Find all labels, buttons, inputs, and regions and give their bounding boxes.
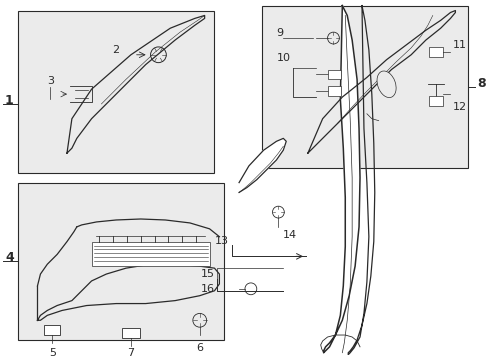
Text: 7: 7	[127, 348, 134, 358]
Text: 9: 9	[276, 28, 283, 38]
Bar	[91, 242, 209, 266]
Text: 3: 3	[47, 76, 54, 86]
Text: 16: 16	[200, 284, 214, 294]
Bar	[44, 325, 60, 335]
Bar	[18, 183, 224, 340]
Polygon shape	[323, 6, 359, 353]
Bar	[327, 69, 341, 79]
Text: 6: 6	[196, 343, 203, 353]
Text: 11: 11	[451, 40, 466, 50]
Text: 1: 1	[5, 94, 14, 107]
Text: 13: 13	[215, 236, 229, 246]
Text: 8: 8	[476, 77, 485, 90]
Bar	[261, 6, 467, 168]
Text: 15: 15	[200, 269, 214, 279]
Bar	[122, 328, 140, 338]
Text: 10: 10	[276, 53, 290, 63]
Text: 4: 4	[5, 251, 14, 264]
Bar	[327, 86, 341, 96]
Ellipse shape	[376, 71, 395, 98]
Bar	[18, 10, 214, 173]
Text: 2: 2	[112, 45, 119, 55]
Polygon shape	[239, 138, 285, 193]
Bar	[428, 47, 442, 57]
Text: 5: 5	[49, 348, 56, 358]
Text: 14: 14	[283, 230, 297, 240]
Bar	[428, 96, 442, 106]
Text: 12: 12	[451, 102, 466, 112]
